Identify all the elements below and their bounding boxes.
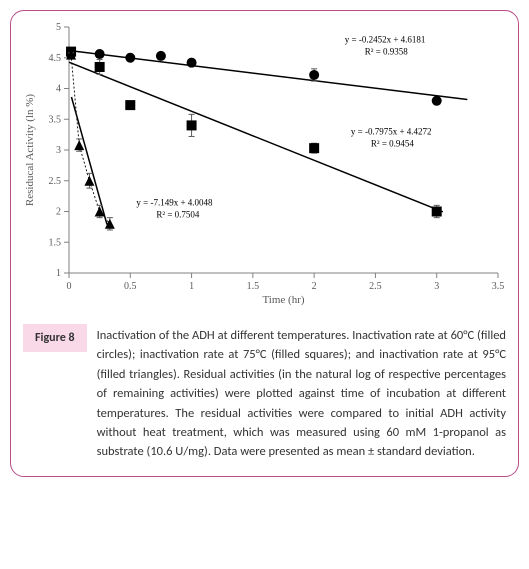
- svg-text:4.5: 4.5: [49, 53, 62, 64]
- caption-row: Figure 8 Inactivation of the ADH at diff…: [19, 324, 510, 462]
- svg-text:0.5: 0.5: [124, 281, 136, 292]
- figure-card: 0 0.5 1 1.5 2 2.5 3 3.5 1 1.5 2 2.5 3 3.5 4 4.5 5 Time (h…: [10, 10, 519, 477]
- svg-text:R² = 0.9358: R² = 0.9358: [365, 46, 409, 56]
- chart-container: 0 0.5 1 1.5 2 2.5 3 3.5 1 1.5 2 2.5 3 3.5 4 4.5 5 Time (h…: [19, 19, 510, 314]
- svg-text:1: 1: [56, 268, 61, 279]
- svg-text:Residucal Activity (ln %): Residucal Activity (ln %): [24, 94, 36, 206]
- svg-text:y = -0.2452x + 4.6181: y = -0.2452x + 4.6181: [345, 34, 426, 44]
- svg-text:3: 3: [434, 281, 439, 292]
- svg-text:Time (hr): Time (hr): [262, 294, 304, 306]
- svg-text:2.5: 2.5: [49, 176, 62, 187]
- figure-caption: Inactivation of the ADH at different tem…: [97, 324, 506, 462]
- svg-text:5: 5: [56, 22, 61, 33]
- svg-text:3.5: 3.5: [49, 114, 62, 125]
- svg-text:2: 2: [312, 281, 317, 292]
- figure-label: Figure 8: [23, 324, 87, 352]
- inactivation-chart: 0 0.5 1 1.5 2 2.5 3 3.5 1 1.5 2 2.5 3 3.5 4 4.5 5 Time (h…: [19, 19, 508, 309]
- svg-text:y = -0.7975x + 4.4272: y = -0.7975x + 4.4272: [351, 127, 432, 137]
- svg-text:R² = 0.9454: R² = 0.9454: [371, 139, 415, 149]
- svg-text:3: 3: [56, 145, 61, 156]
- svg-text:2.5: 2.5: [369, 281, 382, 292]
- svg-text:4: 4: [56, 84, 61, 95]
- svg-text:y = -7.149x + 4.0048: y = -7.149x + 4.0048: [136, 197, 213, 207]
- svg-text:1: 1: [189, 281, 194, 292]
- svg-text:2: 2: [56, 207, 61, 218]
- svg-text:R² = 0.7504: R² = 0.7504: [156, 209, 200, 219]
- svg-text:1.5: 1.5: [247, 281, 260, 292]
- svg-text:1.5: 1.5: [49, 237, 62, 248]
- svg-text:0: 0: [67, 281, 72, 292]
- svg-text:3.5: 3.5: [492, 281, 505, 292]
